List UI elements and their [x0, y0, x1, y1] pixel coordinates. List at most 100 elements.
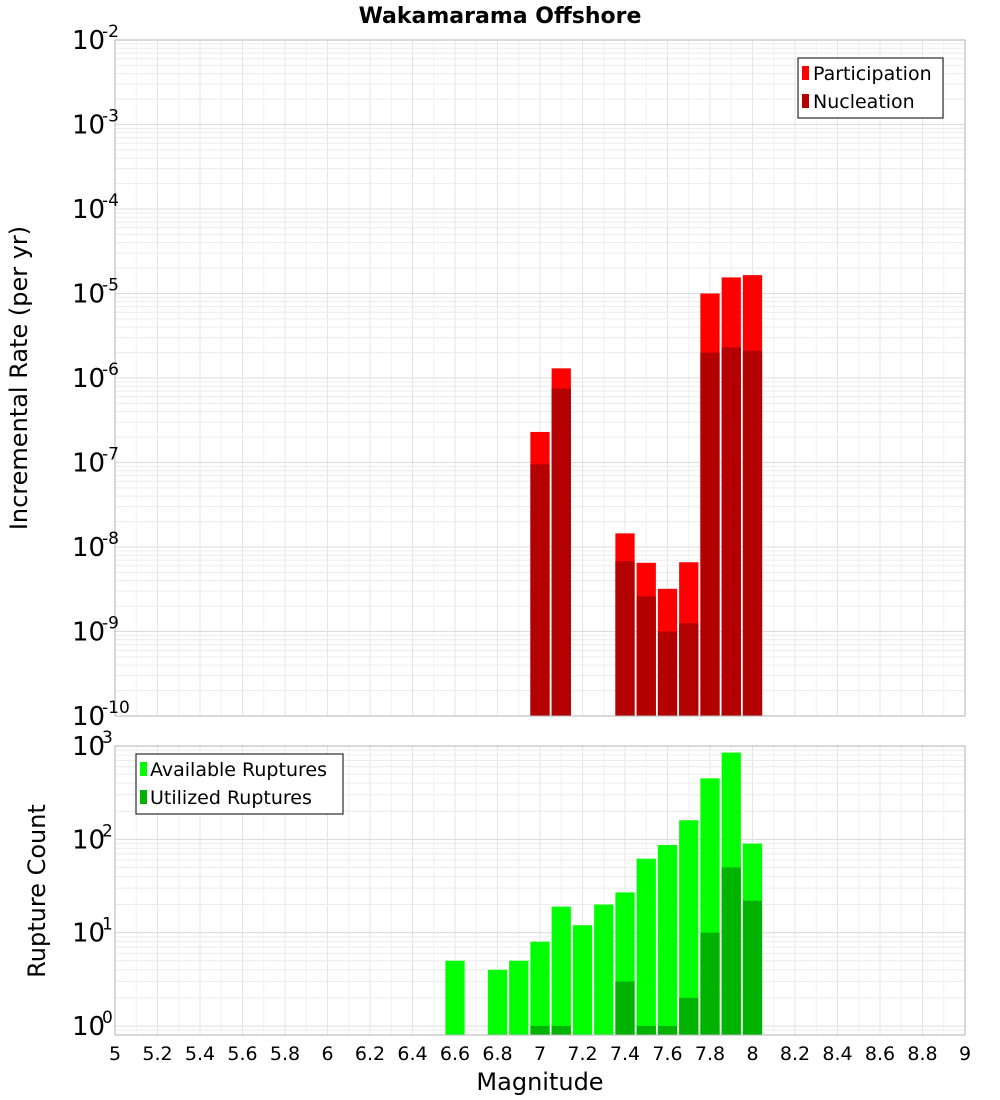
- y-tick-base: 10: [72, 449, 105, 479]
- x-tick-label: 5.6: [227, 1043, 257, 1065]
- x-tick-label: 8.8: [907, 1043, 937, 1065]
- y-tick-label: 10-2: [72, 22, 119, 56]
- chart-title: Wakamarama Offshore: [359, 4, 642, 29]
- y-tick-label: 10-6: [72, 360, 119, 394]
- y-tick-exponent: -10: [102, 698, 130, 718]
- y-tick-exponent: -4: [102, 191, 119, 211]
- y-tick-label: 10-8: [72, 529, 119, 563]
- bottom-legend-box: [135, 753, 344, 815]
- x-tick-label: 9: [959, 1043, 971, 1065]
- rate-bar-nucleation: [742, 350, 763, 716]
- top-y-axis-label: Incremental Rate (per yr): [5, 226, 33, 530]
- count-bar-available-ruptures: [572, 925, 593, 1035]
- x-tick-label: 8.4: [822, 1043, 852, 1065]
- y-tick-exponent: -2: [102, 22, 119, 42]
- y-tick-exponent: -9: [102, 614, 119, 634]
- x-tick-label: 7: [534, 1043, 546, 1065]
- x-tick-label: 5: [109, 1043, 121, 1065]
- y-tick-exponent: 1: [102, 915, 113, 935]
- x-tick-label: 6.4: [397, 1043, 427, 1065]
- rate-bar-nucleation: [721, 347, 741, 716]
- y-tick-exponent: 0: [102, 1008, 113, 1028]
- bottom-legend: Available Ruptures Utilized Ruptures: [135, 753, 344, 815]
- count-bar-utilized-ruptures: [721, 867, 741, 1035]
- count-bar-available-ruptures: [636, 858, 656, 1035]
- y-tick-exponent: -5: [102, 276, 119, 296]
- y-tick-exponent: -7: [102, 445, 119, 465]
- count-bar-available-ruptures: [679, 820, 699, 1035]
- y-tick-label: 10-4: [72, 191, 119, 225]
- count-bar-available-ruptures: [657, 844, 678, 1035]
- count-bar-available-ruptures: [445, 960, 465, 1035]
- y-tick-base: 10: [72, 1012, 105, 1042]
- y-tick-base: 10: [72, 280, 105, 310]
- legend-swatch-nucleation: [802, 94, 809, 108]
- x-tick-label: 7.4: [610, 1043, 640, 1065]
- y-tick-base: 10: [72, 111, 105, 141]
- count-bar-utilized-ruptures: [551, 1025, 571, 1035]
- y-tick-base: 10: [72, 825, 105, 855]
- count-bar-utilized-ruptures: [742, 900, 763, 1035]
- legend-swatch-utilized: [140, 790, 147, 804]
- rate-bar-nucleation: [551, 388, 571, 716]
- y-tick-label: 10-7: [72, 445, 119, 479]
- count-bar-utilized-ruptures: [700, 932, 720, 1035]
- y-tick-base: 10: [72, 26, 105, 56]
- count-bar-utilized-ruptures: [615, 981, 635, 1035]
- top-legend: Participation Nucleation: [797, 57, 944, 119]
- count-bar-utilized-ruptures: [679, 997, 699, 1035]
- x-tick-label: 8.2: [780, 1043, 810, 1065]
- x-tick-label: 8.6: [865, 1043, 895, 1065]
- count-bar-available-ruptures: [530, 941, 550, 1035]
- y-tick-label: 102: [72, 821, 113, 855]
- x-axis-label: Magnitude: [476, 1068, 603, 1096]
- rate-bar-nucleation: [615, 561, 635, 716]
- y-tick-label: 103: [72, 728, 113, 762]
- x-tick-label: 6: [321, 1043, 333, 1065]
- y-tick-exponent: 2: [102, 821, 113, 841]
- x-tick-label: 6.6: [440, 1043, 470, 1065]
- y-tick-base: 10: [72, 919, 105, 949]
- legend-label-utilized: Utilized Ruptures: [150, 787, 312, 809]
- rate-bar-nucleation: [530, 464, 550, 716]
- y-tick-label: 10-10: [72, 698, 130, 732]
- x-tick-label: 6.2: [355, 1043, 385, 1065]
- count-bar-available-ruptures: [487, 969, 508, 1035]
- y-tick-label: 10-5: [72, 276, 119, 310]
- bottom-plot-border: [114, 745, 966, 1036]
- top-plot-border: [114, 39, 966, 717]
- x-tick-label: 7.6: [652, 1043, 682, 1065]
- count-bar-available-ruptures: [509, 960, 529, 1035]
- y-tick-label: 100: [72, 1008, 113, 1042]
- bottom-y-axis-label: Rupture Count: [23, 804, 51, 978]
- x-tick-label: 5.8: [270, 1043, 300, 1065]
- top-bars: [530, 275, 763, 716]
- count-bar-utilized-ruptures: [657, 1025, 678, 1035]
- count-bar-utilized-ruptures: [636, 1025, 656, 1035]
- y-tick-exponent: -8: [102, 529, 119, 549]
- rate-bar-nucleation: [636, 596, 656, 716]
- y-tick-exponent: -6: [102, 360, 119, 380]
- bottom-bars: [445, 752, 763, 1035]
- rate-bar-nucleation: [679, 623, 699, 716]
- x-tick-label: 7.8: [695, 1043, 725, 1065]
- y-tick-base: 10: [72, 732, 105, 762]
- rate-bar-nucleation: [700, 352, 720, 716]
- y-tick-label: 10-3: [72, 107, 119, 141]
- y-tick-exponent: 3: [102, 728, 113, 748]
- x-tick-label: 5.4: [185, 1043, 215, 1065]
- legend-swatch-available: [140, 762, 147, 776]
- y-tick-base: 10: [72, 702, 105, 732]
- count-bar-available-ruptures: [594, 904, 614, 1035]
- x-tick-label: 6.8: [482, 1043, 512, 1065]
- y-tick-base: 10: [72, 618, 105, 648]
- count-bar-available-ruptures: [551, 906, 571, 1035]
- legend-label-nucleation: Nucleation: [813, 91, 915, 113]
- legend-swatch-participation: [802, 66, 809, 80]
- y-tick-base: 10: [72, 533, 105, 563]
- x-tick-label: 8: [746, 1043, 758, 1065]
